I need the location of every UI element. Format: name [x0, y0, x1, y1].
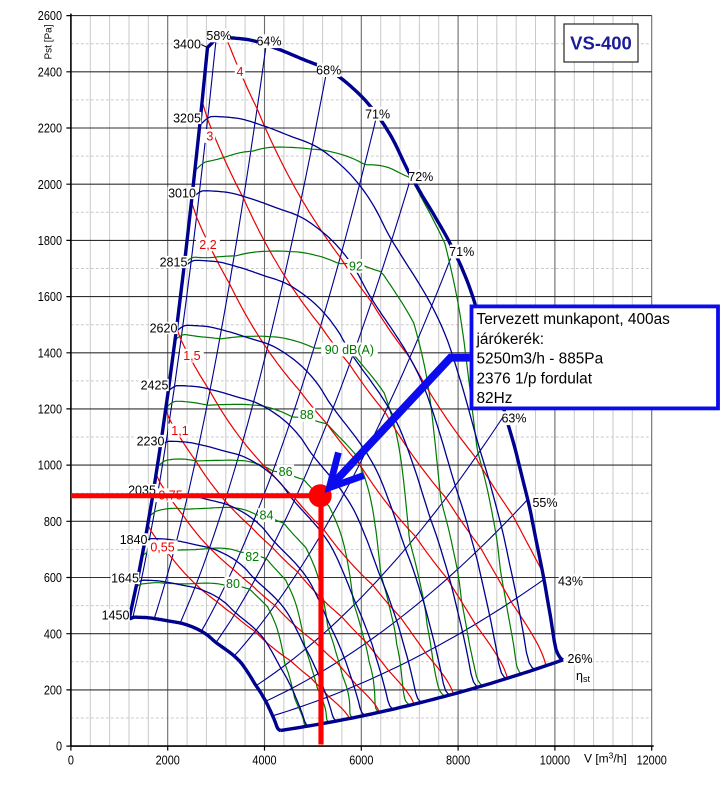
svg-text:58%: 58% [206, 29, 231, 43]
svg-text:2230: 2230 [137, 435, 165, 449]
svg-text:1000: 1000 [38, 458, 62, 473]
svg-text:3205: 3205 [173, 112, 201, 126]
svg-text:2425: 2425 [141, 379, 169, 393]
svg-text:Pst [Pa]: Pst [Pa] [44, 24, 55, 59]
svg-text:90 dB(A): 90 dB(A) [325, 343, 374, 357]
svg-text:43%: 43% [558, 575, 583, 589]
svg-text:12000: 12000 [637, 752, 667, 767]
svg-text:0: 0 [56, 739, 62, 754]
svg-text:VS-400: VS-400 [570, 33, 632, 54]
svg-text:2400: 2400 [38, 64, 62, 79]
svg-text:80: 80 [226, 577, 240, 591]
svg-text:1200: 1200 [38, 402, 62, 417]
svg-text:4: 4 [237, 65, 244, 79]
svg-text:2,2: 2,2 [199, 238, 216, 252]
svg-text:járókerék:: járókerék: [476, 331, 545, 348]
svg-text:5250m3/h - 885Pa: 5250m3/h - 885Pa [477, 351, 604, 368]
svg-text:200: 200 [44, 683, 62, 698]
svg-text:0: 0 [68, 752, 74, 767]
svg-text:0,55: 0,55 [150, 541, 174, 555]
svg-text:2000: 2000 [38, 177, 62, 192]
svg-text:2600: 2600 [38, 8, 62, 23]
svg-text:1840: 1840 [120, 533, 148, 547]
svg-text:10000: 10000 [540, 752, 570, 767]
svg-text:1600: 1600 [38, 289, 62, 304]
svg-text:6000: 6000 [349, 752, 373, 767]
svg-text:Tervezett munkapont, 400as: Tervezett munkapont, 400as [477, 311, 671, 328]
svg-text:400: 400 [44, 626, 62, 641]
svg-text:8000: 8000 [446, 752, 470, 767]
svg-text:68%: 68% [316, 64, 341, 78]
svg-text:2815: 2815 [160, 256, 188, 270]
svg-text:2200: 2200 [38, 121, 62, 136]
svg-text:3: 3 [206, 129, 213, 143]
svg-text:2000: 2000 [156, 752, 180, 767]
svg-text:82Hz: 82Hz [477, 390, 513, 407]
svg-text:64%: 64% [256, 35, 281, 49]
svg-text:1400: 1400 [38, 345, 62, 360]
svg-text:3010: 3010 [168, 187, 196, 201]
svg-text:86: 86 [279, 465, 293, 479]
svg-text:26%: 26% [567, 652, 592, 666]
svg-text:1,1: 1,1 [171, 424, 188, 438]
svg-text:92: 92 [349, 259, 363, 273]
svg-text:600: 600 [44, 570, 62, 585]
svg-text:1800: 1800 [38, 233, 62, 248]
svg-text:2620: 2620 [150, 322, 178, 336]
svg-text:800: 800 [44, 514, 62, 529]
svg-text:82: 82 [245, 550, 259, 564]
svg-text:V [m3/h]: V [m3/h] [584, 750, 627, 765]
svg-text:2376 1/p fordulat: 2376 1/p fordulat [477, 370, 593, 387]
svg-text:1450: 1450 [102, 609, 130, 623]
svg-text:71%: 71% [449, 245, 474, 259]
svg-text:84: 84 [260, 509, 274, 523]
svg-text:72%: 72% [408, 170, 433, 184]
svg-text:55%: 55% [532, 496, 557, 510]
svg-text:4000: 4000 [252, 752, 276, 767]
svg-text:88: 88 [300, 408, 314, 422]
svg-text:63%: 63% [501, 412, 526, 426]
svg-text:3400: 3400 [173, 38, 201, 52]
svg-text:1645: 1645 [111, 572, 139, 586]
svg-text:1,5: 1,5 [183, 349, 200, 363]
svg-text:71%: 71% [365, 107, 390, 121]
